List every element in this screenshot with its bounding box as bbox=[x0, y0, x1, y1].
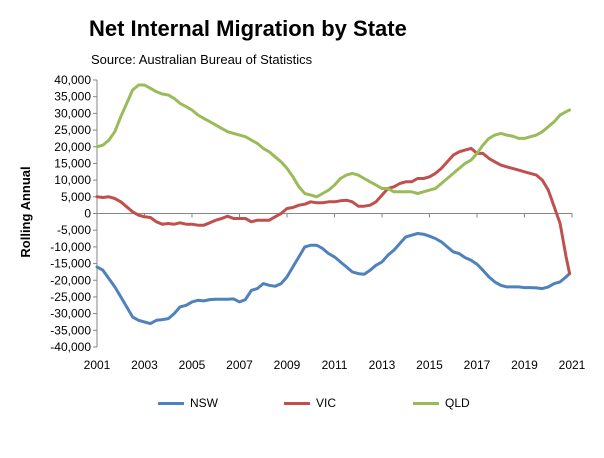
y-tick-label: -10,000 bbox=[50, 240, 91, 254]
y-tick-label: 30,000 bbox=[54, 106, 91, 120]
y-tick-label: 40,000 bbox=[54, 73, 91, 87]
chart-axes: 40,000 35,000 30,000 25,000 20,000 15,000 10,0… bbox=[50, 73, 585, 372]
y-tick-label: 25,000 bbox=[54, 123, 91, 137]
x-tick-label: 2005 bbox=[179, 358, 206, 372]
x-tick-label: 2019 bbox=[511, 358, 538, 372]
legend-swatch-vic bbox=[284, 401, 310, 405]
legend-swatch-qld bbox=[413, 401, 439, 405]
series-line-qld bbox=[95, 83, 572, 199]
x-tick-label: 2001 bbox=[84, 358, 111, 372]
y-tick-label: -20,000 bbox=[50, 273, 91, 287]
y-tick-label: 35,000 bbox=[54, 90, 91, 104]
series-line-nsw bbox=[95, 232, 572, 326]
y-tick-label: -30,000 bbox=[50, 307, 91, 321]
legend-label-vic: VIC bbox=[316, 396, 337, 410]
y-tick-label: 10,000 bbox=[54, 173, 91, 187]
y-tick-label: 0 bbox=[84, 207, 91, 221]
chart-title: Net Internal Migration by State bbox=[89, 16, 407, 41]
y-tick-label: -25,000 bbox=[50, 290, 91, 304]
chart-series bbox=[95, 83, 572, 326]
y-axis-label: Rolling Annual bbox=[18, 166, 33, 257]
legend-swatch-nsw bbox=[158, 401, 184, 405]
y-tick-label: 5,000 bbox=[61, 190, 91, 204]
series-line-vic bbox=[95, 146, 572, 276]
legend-item-qld: QLD bbox=[413, 396, 470, 410]
chart-subtitle: Source: Australian Bureau of Statistics bbox=[91, 52, 313, 67]
x-tick-label: 2013 bbox=[369, 358, 396, 372]
legend-label-nsw: NSW bbox=[190, 396, 218, 410]
legend-item-nsw: NSW bbox=[158, 396, 218, 410]
x-tick-label: 2003 bbox=[131, 358, 158, 372]
legend-item-vic: VIC bbox=[284, 396, 336, 410]
y-tick-label: -40,000 bbox=[50, 340, 91, 354]
x-tick-label: 2007 bbox=[226, 358, 253, 372]
x-tick-label: 2017 bbox=[464, 358, 491, 372]
x-tick-label: 2009 bbox=[274, 358, 301, 372]
y-tick-label: 15,000 bbox=[54, 156, 91, 170]
y-tick-label: 20,000 bbox=[54, 140, 91, 154]
x-tick-label: 2021 bbox=[559, 358, 586, 372]
y-tick-label: -15,000 bbox=[50, 257, 91, 271]
legend-label-qld: QLD bbox=[445, 396, 470, 410]
y-tick-label: -35,000 bbox=[50, 323, 91, 337]
x-tick-label: 2015 bbox=[416, 358, 443, 372]
x-tick-label: 2011 bbox=[322, 358, 348, 372]
y-tick-label: -5,000 bbox=[57, 223, 91, 237]
chart-legend: NSW VIC QLD bbox=[0, 396, 604, 416]
